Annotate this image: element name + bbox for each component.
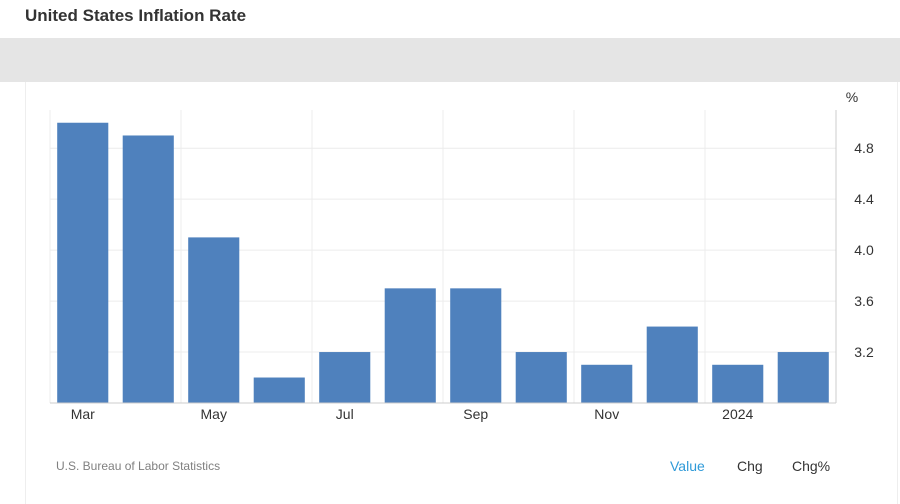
source-credit: U.S. Bureau of Labor Statistics: [56, 459, 221, 473]
bar-jul: [319, 352, 371, 403]
bar-jun: [253, 377, 305, 403]
page-title: United States Inflation Rate: [25, 6, 247, 25]
y-tick-label: 4.0: [854, 242, 874, 258]
x-tick-label: 2024: [722, 406, 753, 422]
y-tick-label: 3.6: [854, 293, 874, 309]
bars: [57, 122, 829, 403]
bar-sep: [450, 288, 502, 403]
bar-mar: [57, 122, 109, 403]
x-tick-label: Jul: [336, 406, 354, 422]
bar-2024: [712, 364, 764, 403]
bar-may: [188, 237, 240, 403]
bar-aug: [384, 288, 436, 403]
header-band: [0, 38, 900, 82]
x-tick-label: May: [201, 406, 227, 422]
card-border-left: [25, 82, 26, 504]
bar-dec: [646, 326, 698, 403]
x-tick-label: Nov: [594, 406, 619, 422]
card-border-right: [897, 82, 898, 504]
tick-labels: 3.2 3.6 4.0 4.4 4.8% Mar May Jul Sep Nov 2024: [71, 89, 874, 422]
y-axis-unit: %: [846, 89, 858, 105]
tab-value[interactable]: Value: [670, 458, 705, 474]
x-tick-label: Sep: [463, 406, 488, 422]
axes: [50, 110, 837, 404]
bar-apr: [122, 135, 174, 403]
y-tick-label: 4.4: [854, 191, 874, 207]
y-tick-label: 3.2: [854, 344, 874, 360]
inflation-bar-chart: 3.2 3.6 4.0 4.4 4.8% Mar May Jul Sep Nov 2024: [49, 89, 874, 422]
bar-feb: [777, 352, 829, 403]
y-tick-label: 4.8: [854, 140, 874, 156]
tab-chg-percent[interactable]: Chg%: [792, 458, 831, 474]
tab-chg[interactable]: Chg: [737, 458, 763, 474]
bar-nov: [581, 364, 633, 403]
bar-oct: [515, 352, 567, 403]
x-tick-label: Mar: [71, 406, 95, 422]
